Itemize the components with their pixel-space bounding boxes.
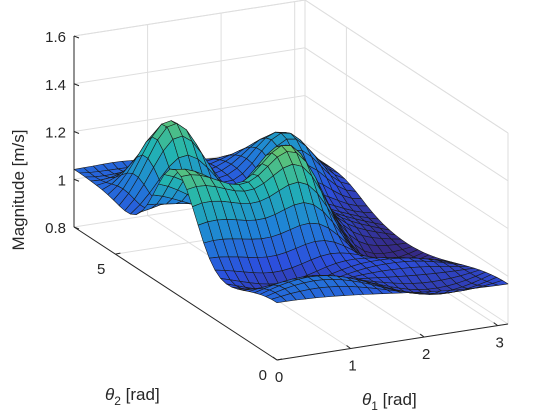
surface-patch [492, 280, 509, 286]
x-axis-line [276, 323, 509, 361]
x-tick-mark-1 [346, 345, 351, 349]
x-gridline-1 [147, 24, 351, 349]
x-axis-label: θ1 [rad] [362, 390, 417, 413]
y-axis-line [73, 226, 278, 361]
z-tick-mark-1 [73, 178, 80, 182]
z-tick-mark-0 [73, 226, 80, 230]
tick-layer: 0.8 1 1.2 1.4 1.6 0 1 2 3 0 5 [45, 29, 504, 386]
z-tick-label-3: 1.4 [45, 77, 66, 94]
surface [73, 120, 509, 304]
box-top-edge [73, 0, 509, 134]
z-tick-label-4: 1.6 [45, 29, 66, 46]
x-tick-mark-3 [493, 322, 499, 327]
x-tick-mark-0 [272, 356, 278, 361]
y-tick-label-0: 0 [259, 367, 267, 384]
z-tick-label-0: 0.8 [45, 220, 66, 237]
x-tick-label-1: 1 [348, 358, 356, 375]
y-tick-mark-0 [276, 358, 283, 361]
y-axis-label-unit: [rad] [121, 385, 160, 404]
z-tick-mark-3 [73, 83, 80, 87]
z-tick-mark-2 [73, 131, 80, 134]
y-axis-label-symbol: θ [105, 385, 115, 404]
z-tick-label-1: 1 [58, 172, 66, 189]
z-tick-label-2: 1.2 [45, 125, 66, 142]
y-axis-label-subscript: 2 [114, 394, 121, 408]
x-axis-label-unit: [rad] [378, 390, 417, 409]
y-axis-label: θ2 [rad] [105, 385, 160, 408]
x-tick-label-3: 3 [496, 335, 504, 352]
y-tick-mark-1 [115, 252, 121, 255]
z-gridline-4 [73, 0, 509, 134]
z-axis-label: Magnitude [m/s] [9, 130, 28, 251]
y-tick-label-1: 5 [97, 261, 105, 278]
x-axis-label-subscript: 1 [371, 399, 378, 413]
x-tick-label-0: 0 [275, 369, 283, 386]
x-axis-label-symbol: θ [362, 390, 372, 409]
z-tick-mark-4 [73, 35, 80, 39]
x-tick-label-2: 2 [422, 346, 430, 363]
x-tick-mark-2 [419, 333, 425, 338]
